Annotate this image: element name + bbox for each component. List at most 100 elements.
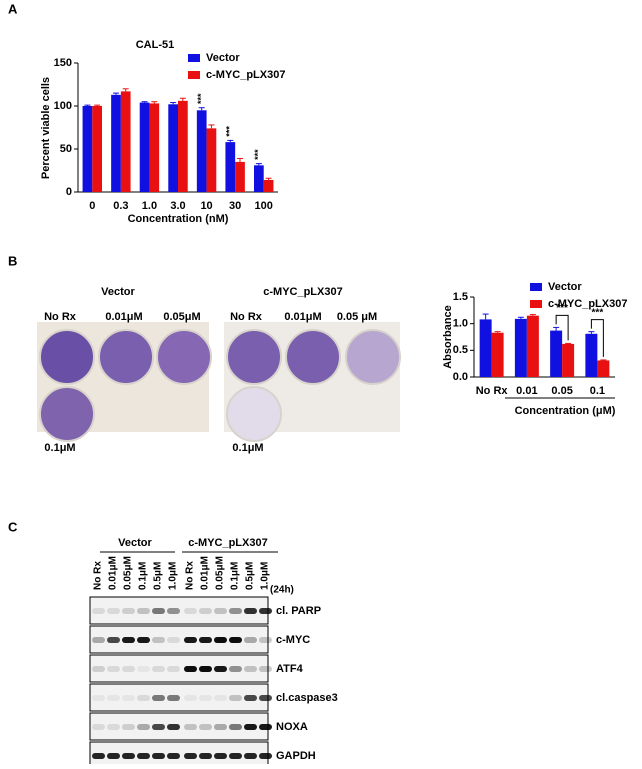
band	[152, 753, 165, 759]
lane-label: 0.5μM	[153, 562, 164, 590]
blot-group: c-MYC_pLX307	[188, 537, 267, 549]
y-tick-label: 100	[54, 100, 72, 112]
band	[152, 666, 165, 672]
bar	[514, 318, 527, 377]
band	[137, 637, 150, 643]
lane-label: No Rx	[93, 561, 104, 590]
x-tick-label: 1.0	[142, 200, 157, 212]
band	[122, 666, 135, 672]
time-label: (24h)	[270, 585, 294, 596]
legend-label: Vector	[548, 281, 582, 293]
plate-group-title: Vector	[101, 286, 135, 298]
band	[229, 695, 242, 701]
bar	[263, 179, 274, 192]
band	[214, 695, 227, 701]
band	[199, 724, 212, 730]
y-tick-label: 50	[60, 143, 72, 155]
blot-strip	[89, 654, 269, 683]
well	[98, 329, 154, 385]
panel-label: B	[8, 253, 17, 268]
band	[107, 608, 120, 614]
bar	[120, 91, 131, 192]
well-label: 0.01μM	[284, 311, 321, 323]
band	[244, 695, 257, 701]
y-tick-label: 0.5	[453, 344, 468, 356]
y-tick-label: 0.0	[453, 371, 468, 383]
lane-label: 0.1μM	[230, 562, 241, 590]
band	[184, 724, 197, 730]
band	[229, 666, 242, 672]
band	[107, 666, 120, 672]
band	[229, 753, 242, 759]
protein-label: c-MYC	[276, 634, 310, 646]
band	[199, 666, 212, 672]
lane-label: 0.1μM	[138, 562, 149, 590]
band	[137, 753, 150, 759]
protein-label: cl. PARP	[276, 605, 321, 617]
band	[214, 724, 227, 730]
band	[244, 666, 257, 672]
well	[285, 329, 341, 385]
band	[199, 608, 212, 614]
well	[39, 329, 95, 385]
band	[167, 608, 180, 614]
bar	[597, 360, 610, 377]
band	[167, 637, 180, 643]
bar	[254, 165, 264, 192]
legend-label: c-MYC_pLX307	[548, 298, 627, 310]
band	[244, 637, 257, 643]
panel-label: A	[8, 1, 18, 16]
band	[199, 753, 212, 759]
significance: ***	[592, 307, 604, 318]
y-tick-label: 1.0	[453, 318, 468, 330]
protein-label: GAPDH	[276, 750, 316, 762]
band	[229, 608, 242, 614]
bar	[178, 100, 188, 192]
well-label: 0.1μM	[44, 442, 75, 454]
lane-label: 0.5μM	[245, 562, 256, 590]
bar	[526, 315, 539, 377]
bar	[82, 106, 93, 192]
well-label: No Rx	[230, 311, 263, 323]
band	[214, 753, 227, 759]
band	[122, 608, 135, 614]
band	[184, 753, 197, 759]
x-tick-label: No Rx	[476, 385, 509, 397]
band	[259, 753, 272, 759]
bar	[92, 106, 102, 192]
band	[137, 695, 150, 701]
lane-label: 0.05μM	[123, 556, 134, 590]
band	[107, 637, 120, 643]
x-tick-label: 0.3	[113, 200, 128, 212]
band	[259, 608, 272, 614]
bar	[196, 110, 207, 192]
band	[214, 637, 227, 643]
y-tick-label: 0	[66, 186, 72, 198]
significance: ***	[556, 303, 568, 314]
bar	[479, 319, 492, 377]
lane-label: 0.01μM	[200, 556, 211, 590]
band	[122, 724, 135, 730]
legend-label: Vector	[206, 52, 240, 64]
protein-label: cl.caspase3	[276, 692, 338, 704]
band	[137, 724, 150, 730]
plate-group-title: c-MYC_pLX307	[263, 286, 342, 298]
bar	[491, 332, 504, 377]
well-label: 0.1μM	[232, 442, 263, 454]
x-tick-label: 0.01	[516, 385, 537, 397]
lane-label: 0.05μM	[215, 556, 226, 590]
significance-bracket	[555, 314, 569, 341]
band	[167, 695, 180, 701]
x-tick-label: 0.05	[551, 385, 572, 397]
bar	[225, 142, 236, 192]
well	[39, 386, 95, 442]
well	[226, 329, 282, 385]
protein-label: NOXA	[276, 721, 308, 733]
bar	[149, 103, 160, 192]
x-tick-label: 0.1	[590, 385, 605, 397]
x-tick-label: 10	[200, 200, 212, 212]
x-tick-label: 0	[89, 200, 95, 212]
bar	[168, 104, 178, 192]
lane-label: 1.0μM	[168, 562, 179, 590]
